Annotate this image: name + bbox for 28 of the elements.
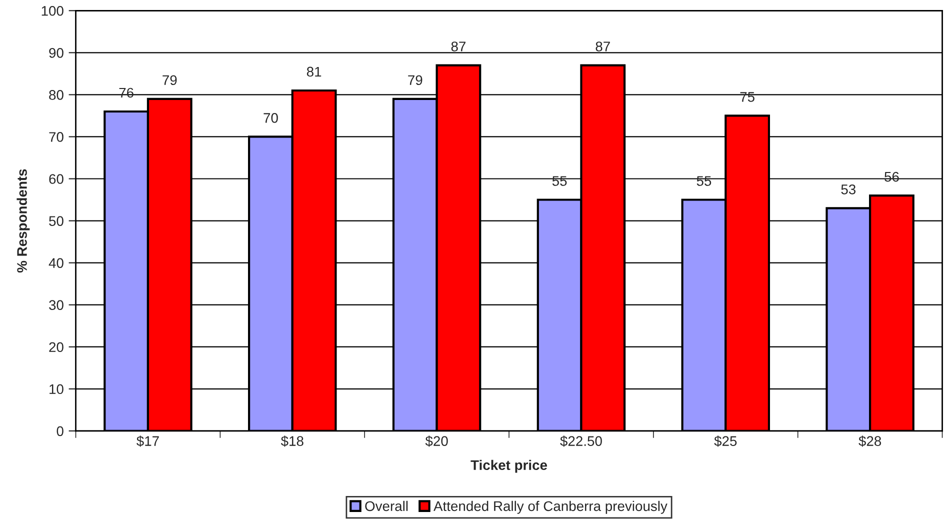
y-tick-label: 20	[49, 342, 64, 352]
data-label: 87	[451, 42, 466, 52]
data-label: 53	[841, 184, 856, 194]
data-label: 70	[264, 113, 278, 123]
y-tick-label: 50	[49, 216, 64, 226]
data-label: 79	[408, 75, 422, 86]
y-tick-label: 40	[48, 258, 64, 268]
data-label: 81	[306, 66, 322, 77]
x-axis-title: Ticket price	[470, 460, 548, 473]
data-label: 87	[596, 42, 610, 52]
y-tick-label: 0	[56, 426, 64, 436]
legend-label: Overall	[365, 500, 408, 512]
y-axis-title: % Respondents	[16, 169, 30, 273]
legend-label: Attended Rally of Canberra previously	[434, 500, 668, 514]
y-tick-label: 100	[42, 6, 64, 16]
y-tick-label: 70	[49, 132, 64, 142]
x-tick-label: $18	[280, 436, 304, 447]
x-tick-label: $20	[425, 436, 448, 447]
y-tick-label: 30	[49, 300, 64, 310]
y-tick-label: 80	[49, 90, 64, 100]
x-tick-label: $17	[136, 436, 159, 447]
y-tick-label: 90	[49, 48, 64, 58]
data-label: 79	[162, 75, 177, 86]
x-tick-label: $25	[714, 436, 737, 447]
y-tick-label: 10	[50, 384, 64, 394]
x-tick-label: $22.50	[560, 436, 602, 447]
y-tick-label: 60	[49, 174, 64, 184]
x-tick-label: $28	[858, 436, 882, 447]
